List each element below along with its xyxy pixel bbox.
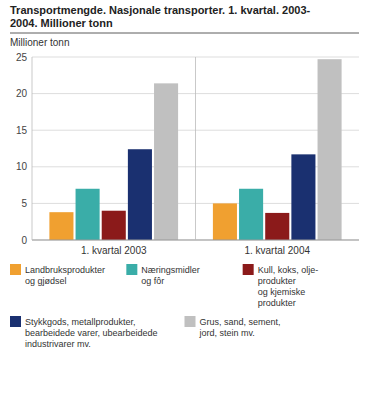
bar [318,59,342,240]
x-tick-label: 1. kvartal 2004 [244,245,310,256]
y-tick-label: 25 [16,52,28,63]
legend-label: Landbruksprodukterog gjødsel [25,265,105,286]
legend-label: Kull, koks, olje-produkterog kjemiskepro… [258,265,319,308]
y-tick-label: 10 [16,161,28,172]
x-tick-label: 1. kvartal 2003 [81,245,147,256]
bar [265,213,289,240]
y-label: Millioner tonn [10,37,69,48]
bar [213,203,237,240]
bar [49,212,73,240]
legend-swatch [10,316,21,327]
bar [76,189,100,240]
legend-swatch [243,264,254,275]
y-tick-label: 20 [16,88,28,99]
bar [102,211,126,240]
bar [154,83,178,240]
legend-label: Stykkgods, metallprodukter,bearbeidede v… [25,317,158,349]
y-tick-label: 0 [21,235,27,246]
legend-swatch [126,264,137,275]
bar [128,149,152,240]
legend-label: Grus, sand, sement,jord, stein mv. [199,317,281,338]
title: Transportmengde. Nasjonale transporter. … [10,4,311,29]
chart: Transportmengde. Nasjonale transporter. … [0,0,369,395]
bar [291,154,315,240]
y-tick-label: 15 [16,125,28,136]
legend-swatch [10,264,21,275]
y-axis [32,57,33,240]
legend-label: Næringsmidlerog fôr [141,265,200,286]
title-rule [10,33,359,34]
bar [239,189,263,240]
group-divider [195,57,196,240]
legend-swatch [185,316,196,327]
y-tick-label: 5 [21,198,27,209]
